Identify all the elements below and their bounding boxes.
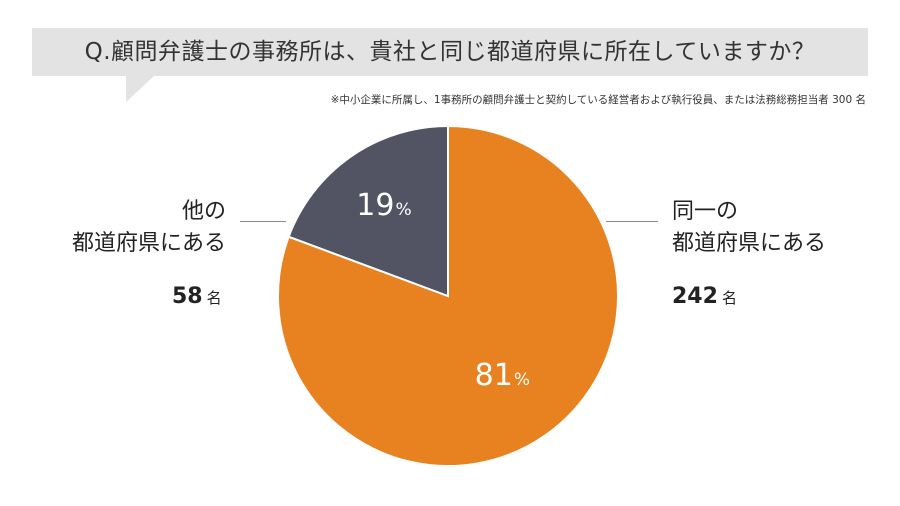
count-same: 242 名 — [672, 284, 737, 309]
label-other-line-2: 都道府県にある — [71, 231, 226, 256]
percent-label-same: 81% — [475, 358, 530, 393]
count-same-value: 242 — [672, 284, 718, 309]
legend-label-other: 他の 都道府県にある — [54, 196, 226, 260]
survey-note: ※中小企業に所属し、1事務所の顧問弁護士と契約している経営者および執行役員、また… — [330, 94, 866, 106]
speech-bubble-tail — [126, 76, 154, 102]
label-other-line-1: 他の — [181, 199, 226, 224]
legend-label-same: 同一の 都道府県にある — [672, 196, 826, 260]
pie-slice-other-prefecture — [287, 124, 449, 298]
percent-label-other: 19% — [356, 188, 411, 223]
label-same-line-1: 同一の — [672, 199, 739, 224]
leader-line-same — [606, 221, 658, 222]
count-other: 58 名 — [172, 284, 222, 309]
question-banner: Q.顧問弁護士の事務所は、貴社と同じ都道府県に所在していますか？ — [32, 28, 868, 76]
count-other-value: 58 — [172, 284, 203, 309]
count-other-unit: 名 — [206, 289, 222, 307]
count-same-unit: 名 — [721, 289, 737, 307]
chart-title: Q.顧問弁護士の事務所は、貴社と同じ都道府県に所在していますか？ — [84, 39, 816, 65]
label-same-line-2: 都道府県にある — [672, 231, 827, 256]
leader-line-other — [240, 221, 286, 222]
